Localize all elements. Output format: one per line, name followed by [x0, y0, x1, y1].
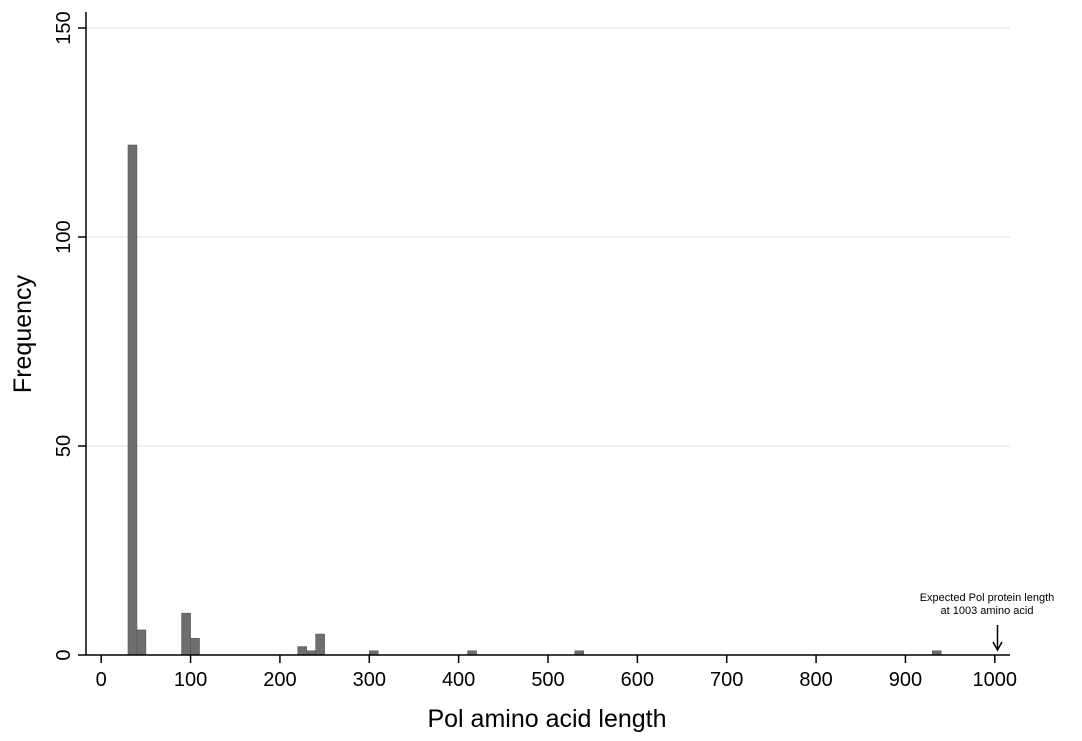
- x-tick-label-100: 100: [174, 669, 207, 691]
- x-tick-label-600: 600: [621, 669, 654, 691]
- x-tick-label-900: 900: [889, 669, 922, 691]
- x-tick-label-700: 700: [710, 669, 743, 691]
- bar-30-40: [127, 144, 138, 656]
- bar-100-110: [190, 637, 200, 656]
- y-tick-label-100: 100: [53, 220, 75, 253]
- expected-length-annotation: Expected Pol protein length at 1003 amin…: [920, 592, 1055, 652]
- x-tick-label-200: 200: [263, 669, 296, 691]
- y-axis-ticks: 0 50 100 150: [53, 11, 86, 661]
- y-tick-label-50: 50: [53, 435, 75, 457]
- x-tick-label-800: 800: [799, 669, 832, 691]
- y-axis-title: Frequency: [9, 274, 37, 393]
- x-tick-label-400: 400: [442, 669, 475, 691]
- bar-40-50: [136, 629, 147, 656]
- bar-220-230: [297, 646, 308, 656]
- annotation-arrow-head: [992, 641, 1003, 652]
- gridlines: [86, 27, 1010, 447]
- annotation-line-2: at 1003 amino acid: [941, 605, 1034, 617]
- axes: [85, 12, 1010, 656]
- x-tick-label-1000: 1000: [973, 669, 1018, 691]
- y-tick-label-150: 150: [53, 11, 75, 44]
- x-tick-label-0: 0: [96, 669, 107, 691]
- x-axis-title: Pol amino acid length: [427, 705, 666, 733]
- x-tick-label-500: 500: [531, 669, 564, 691]
- histogram-bars: [127, 144, 942, 656]
- bar-240-250: [315, 633, 325, 656]
- x-tick-label-300: 300: [353, 669, 386, 691]
- annotation-line-1: Expected Pol protein length: [920, 592, 1055, 604]
- x-axis-ticks: 0 100 200 300 400 500 600 700 800 900 1000: [96, 655, 1017, 691]
- bar-90-100: [181, 612, 191, 656]
- y-tick-label-0: 0: [53, 649, 75, 660]
